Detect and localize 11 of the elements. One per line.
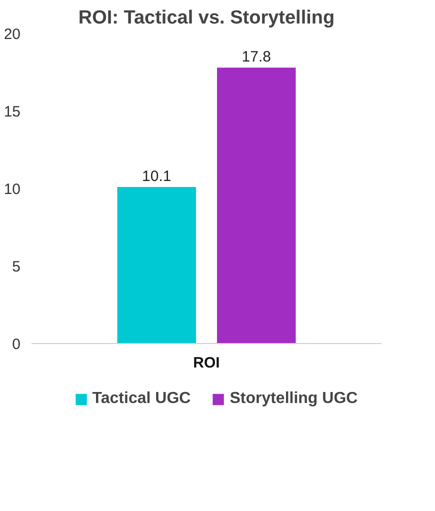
y-tick-label: 20 [4, 26, 21, 43]
legend-label: Storytelling UGC [230, 390, 358, 408]
data-label: 10.1 [142, 168, 172, 185]
data-label: 17.8 [242, 48, 271, 66]
y-tick-label: 5 [12, 258, 20, 276]
y-tick-label: 15 [4, 104, 21, 120]
legend-label: Tactical UGC [92, 390, 191, 408]
y-tick-label: 10 [4, 181, 21, 198]
x-tick-label: ROI [193, 354, 220, 372]
chart-title: ROI: Tactical vs. Storytelling [78, 8, 335, 28]
y-tick-label: 0 [12, 336, 20, 353]
